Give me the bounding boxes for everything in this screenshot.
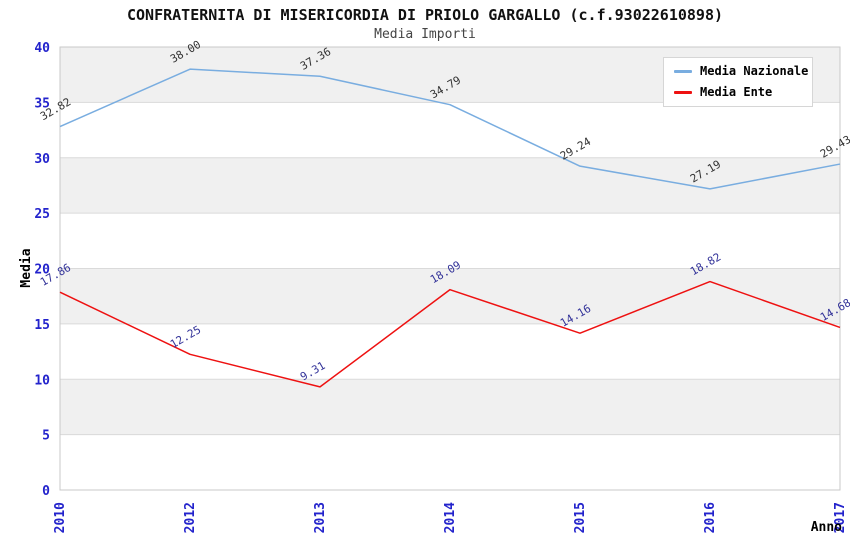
x-tick-label: 2014 bbox=[443, 502, 458, 533]
plot-band bbox=[60, 213, 840, 269]
x-tick-label: 2017 bbox=[833, 502, 848, 533]
x-tick-label: 2013 bbox=[313, 502, 328, 533]
plot-band bbox=[60, 268, 840, 324]
y-tick-label: 0 bbox=[42, 484, 50, 499]
x-tick-label: 2015 bbox=[573, 502, 588, 533]
legend-item-media-nazionale: Media Nazionale bbox=[674, 65, 808, 78]
plot-band bbox=[60, 157, 840, 214]
x-axis-title: Anno bbox=[811, 520, 842, 535]
y-tick-label: 10 bbox=[34, 373, 50, 388]
plot-border bbox=[59, 46, 841, 491]
legend-line-swatch bbox=[674, 70, 692, 73]
y-tick-label: 25 bbox=[34, 207, 50, 222]
x-tick-label: 2010 bbox=[53, 502, 68, 533]
series-line-media-ente bbox=[59, 280, 841, 388]
chart-title: CONFRATERNITA DI MISERICORDIA DI PRIOLO … bbox=[126, 6, 724, 24]
legend-label: Media Nazionale bbox=[700, 64, 809, 78]
y-tick-label: 20 bbox=[34, 263, 50, 278]
x-tick-label: 2012 bbox=[183, 502, 198, 533]
legend-label: Media Ente bbox=[700, 85, 773, 99]
y-tick-label: 5 bbox=[42, 429, 50, 444]
chart-subtitle: Media Importi bbox=[374, 27, 476, 42]
y-tick-label: 15 bbox=[34, 318, 50, 333]
x-tick-label: 2016 bbox=[703, 502, 718, 533]
legend-item-media-ente: Media Ente bbox=[674, 86, 804, 99]
legend-line-swatch bbox=[674, 91, 692, 94]
plot-band bbox=[60, 102, 840, 158]
chart-legend: Media Nazionale Media Ente bbox=[663, 57, 813, 107]
plot-band bbox=[60, 434, 840, 490]
y-tick-label: 40 bbox=[34, 41, 50, 56]
y-tick-label: 30 bbox=[34, 152, 50, 167]
y-axis-title: Media bbox=[19, 248, 34, 287]
plot-band bbox=[60, 323, 840, 380]
series-line-media-nazionale bbox=[59, 68, 841, 190]
plot-band bbox=[60, 379, 840, 435]
y-tick-label: 35 bbox=[34, 96, 50, 111]
